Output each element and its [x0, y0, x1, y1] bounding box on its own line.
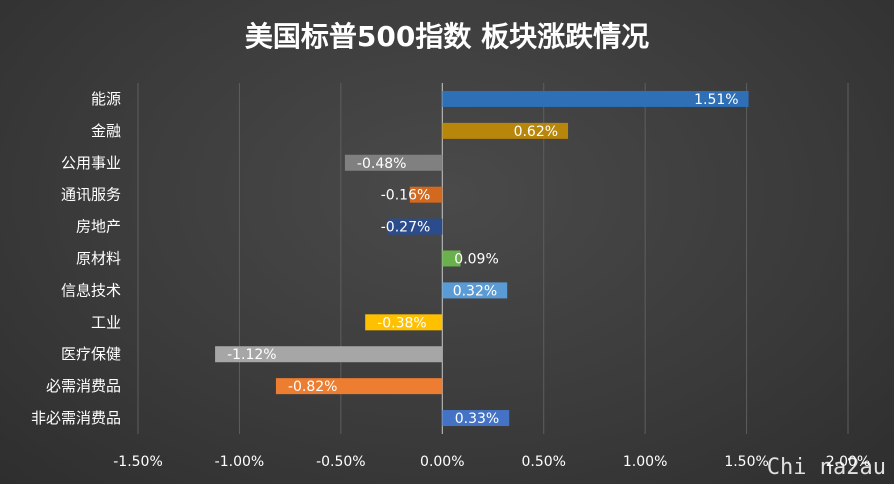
category-label: 能源 [91, 90, 121, 108]
x-tick-label: -0.50% [316, 454, 366, 470]
bar [344, 154, 443, 171]
category-label: 原材料 [76, 250, 121, 268]
bar [442, 250, 461, 267]
x-tick-label: -1.50% [113, 454, 163, 470]
data-label: 0.32% [453, 283, 497, 299]
data-label: -0.16% [381, 188, 431, 204]
data-label: 1.51% [694, 92, 738, 108]
x-tick-label: 2.00% [826, 454, 870, 470]
x-tick-label: 1.50% [724, 454, 768, 470]
chart-title: 美国标普500指数 板块涨跌情况 [245, 20, 649, 53]
category-label: 公用事业 [61, 154, 121, 172]
data-label: 0.62% [514, 124, 558, 140]
category-label: 通讯服务 [61, 186, 121, 204]
data-label: 0.09% [454, 252, 498, 268]
bar [442, 282, 508, 299]
data-label: -0.48% [357, 156, 407, 172]
category-label: 金融 [91, 122, 121, 140]
x-tick-label: 0.50% [521, 454, 565, 470]
x-tick-label: -1.00% [215, 454, 265, 470]
bar [442, 90, 749, 107]
x-tick-label: 1.00% [623, 454, 667, 470]
bar [215, 346, 443, 363]
bar [365, 314, 443, 331]
bar [409, 186, 443, 203]
data-label: -0.27% [381, 220, 431, 236]
bar [442, 122, 569, 139]
data-label: -1.12% [227, 347, 277, 363]
category-label: 必需消费品 [46, 377, 121, 395]
category-label: 房地产 [76, 218, 121, 236]
data-label: -0.82% [288, 379, 338, 395]
watermark: Chi na2au [766, 455, 886, 480]
bar [442, 410, 510, 427]
category-label: 医疗保健 [61, 345, 121, 363]
bar [275, 378, 443, 395]
data-label: -0.38% [377, 315, 427, 331]
category-label: 工业 [91, 313, 121, 331]
bar [387, 218, 443, 235]
data-label: 0.33% [455, 411, 499, 427]
x-tick-label: 0.00% [420, 454, 464, 470]
category-label: 信息技术 [61, 281, 121, 299]
category-label: 非必需消费品 [31, 409, 121, 427]
